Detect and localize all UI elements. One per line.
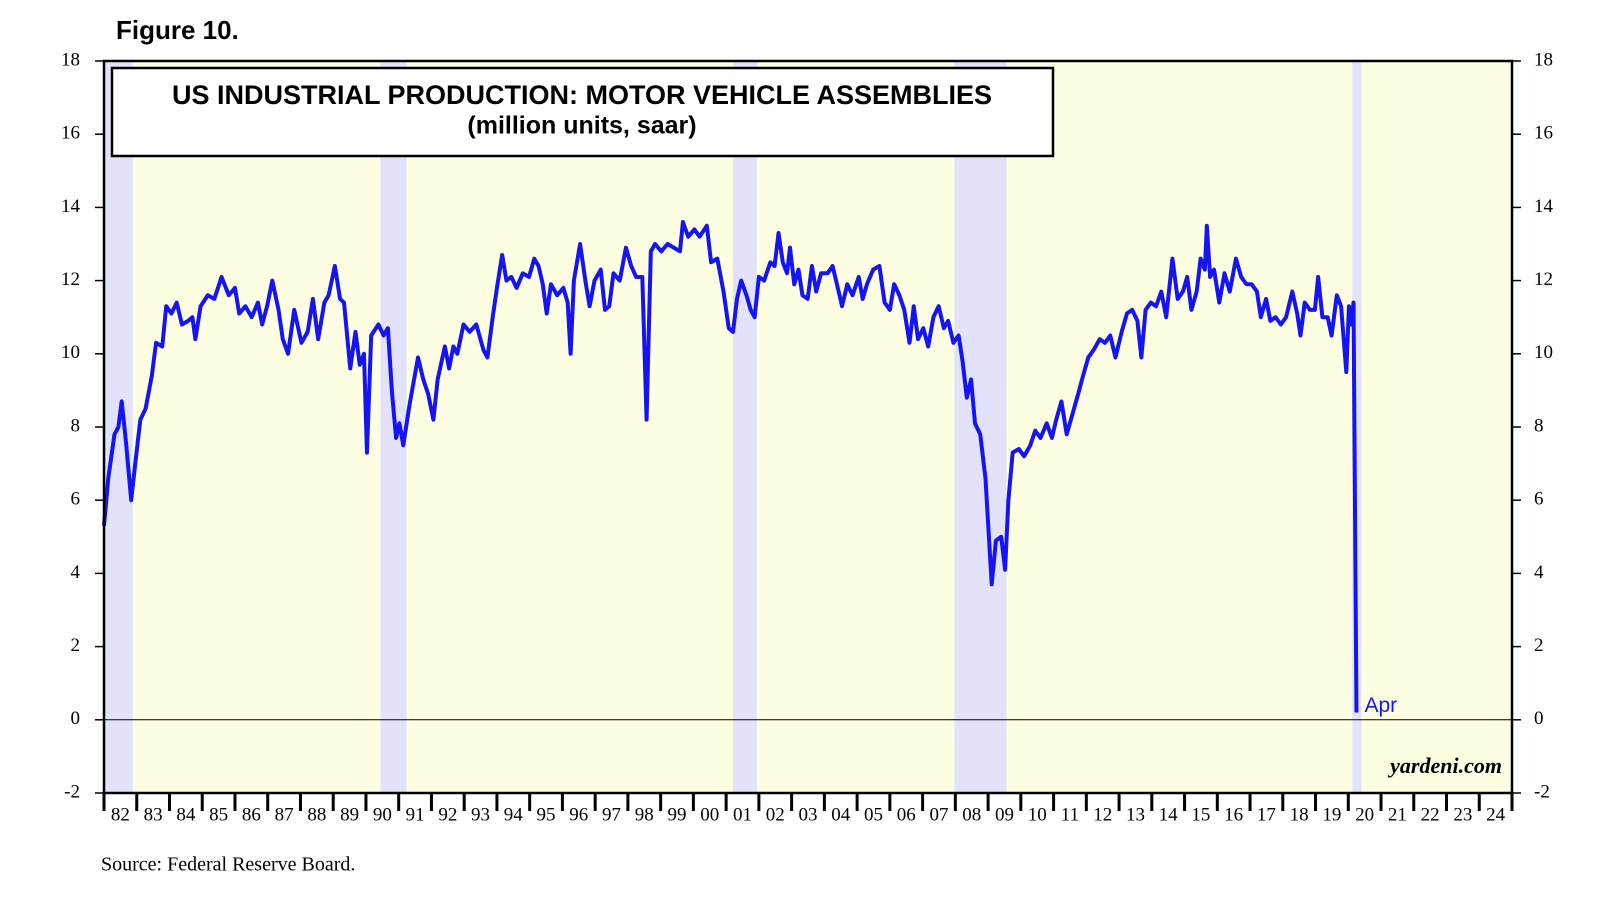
x-tick-label: 03 bbox=[799, 804, 818, 825]
y-tick-label: 0 bbox=[71, 708, 81, 729]
x-tick-label: 10 bbox=[1028, 804, 1047, 825]
y-tick-label: 18 bbox=[61, 49, 80, 70]
y-tick-label: 10 bbox=[61, 342, 80, 363]
last-point-annotation: Apr bbox=[1364, 694, 1397, 717]
x-tick-label: 05 bbox=[864, 804, 883, 825]
x-tick-label: 91 bbox=[406, 804, 425, 825]
title-box bbox=[110, 66, 1055, 158]
x-tick-label: 06 bbox=[897, 804, 916, 825]
recession-band bbox=[954, 61, 1007, 793]
x-tick-label: 22 bbox=[1421, 804, 1440, 825]
plot-frame bbox=[102, 59, 1514, 795]
x-tick-label: 24 bbox=[1486, 804, 1506, 825]
x-tick-label: 97 bbox=[602, 804, 621, 825]
x-tick-label: 98 bbox=[635, 804, 654, 825]
recession-band bbox=[1352, 61, 1362, 793]
y2-tick-label: 4 bbox=[1534, 562, 1544, 583]
x-tick-label: 93 bbox=[471, 804, 490, 825]
x-tick-label: 23 bbox=[1453, 804, 1472, 825]
x-tick-label: 92 bbox=[438, 804, 457, 825]
y-tick-label: 14 bbox=[61, 196, 81, 217]
x-tick-label: 01 bbox=[733, 804, 752, 825]
x-tick-label: 14 bbox=[1159, 804, 1179, 825]
x-tick-label: 20 bbox=[1355, 804, 1374, 825]
y-tick-label: 12 bbox=[61, 269, 80, 290]
y-tick-label: 8 bbox=[71, 415, 81, 436]
x-tick-label: 95 bbox=[537, 804, 556, 825]
x-tick-label: 94 bbox=[504, 804, 524, 825]
y2-tick-label: 14 bbox=[1534, 196, 1554, 217]
x-tick-label: 13 bbox=[1126, 804, 1145, 825]
x-tick-label: 09 bbox=[995, 804, 1014, 825]
y-tick-label: -2 bbox=[64, 781, 80, 802]
source-note: Source: Federal Reserve Board. bbox=[101, 854, 355, 876]
x-tick-label: 16 bbox=[1224, 804, 1243, 825]
chart-subtitle: (million units, saar) bbox=[467, 112, 696, 140]
y-tick-label: 16 bbox=[61, 123, 80, 144]
data-line bbox=[102, 220, 1359, 713]
figure-label: Figure 10. bbox=[116, 15, 239, 45]
y2-tick-label: 10 bbox=[1534, 342, 1553, 363]
x-tick-label: 82 bbox=[111, 804, 130, 825]
x-tick-label: 85 bbox=[209, 804, 228, 825]
x-tick-label: 02 bbox=[766, 804, 785, 825]
y-tick-label: 6 bbox=[71, 489, 81, 510]
x-tick-label: 04 bbox=[831, 804, 851, 825]
x-tick-label: 11 bbox=[1061, 804, 1079, 825]
y-tick-label: 2 bbox=[71, 635, 81, 656]
x-tick-label: 12 bbox=[1093, 804, 1112, 825]
y2-tick-label: 2 bbox=[1534, 635, 1544, 656]
x-tick-label: 08 bbox=[962, 804, 981, 825]
y2-tick-label: -2 bbox=[1534, 781, 1550, 802]
y2-tick-label: 18 bbox=[1534, 49, 1553, 70]
watermark: yardeni.com bbox=[1387, 753, 1502, 778]
x-tick-label: 19 bbox=[1322, 804, 1341, 825]
x-tick-label: 18 bbox=[1290, 804, 1309, 825]
x-tick-label: 00 bbox=[700, 804, 719, 825]
x-tick-label: 90 bbox=[373, 804, 392, 825]
x-tick-label: 96 bbox=[569, 804, 588, 825]
y2-tick-label: 0 bbox=[1534, 708, 1544, 729]
x-tick-label: 99 bbox=[668, 804, 687, 825]
y-tick-label: 4 bbox=[71, 562, 81, 583]
chart-title: US INDUSTRIAL PRODUCTION: MOTOR VEHICLE … bbox=[172, 80, 992, 110]
y2-tick-label: 8 bbox=[1534, 415, 1544, 436]
x-tick-label: 83 bbox=[144, 804, 163, 825]
x-tick-label: 21 bbox=[1388, 804, 1407, 825]
x-tick-label: 87 bbox=[275, 804, 294, 825]
x-tick-label: 07 bbox=[929, 804, 948, 825]
x-tick-label: 17 bbox=[1257, 804, 1276, 825]
x-tick-label: 15 bbox=[1191, 804, 1210, 825]
y2-tick-label: 6 bbox=[1534, 489, 1544, 510]
x-tick-label: 84 bbox=[176, 804, 196, 825]
y2-tick-label: 12 bbox=[1534, 269, 1553, 290]
y2-tick-label: 16 bbox=[1534, 123, 1553, 144]
x-tick-label: 88 bbox=[307, 804, 326, 825]
x-tick-label: 89 bbox=[340, 804, 359, 825]
plot-area bbox=[104, 61, 1512, 793]
x-tick-label: 86 bbox=[242, 804, 261, 825]
recession-band bbox=[733, 61, 757, 793]
